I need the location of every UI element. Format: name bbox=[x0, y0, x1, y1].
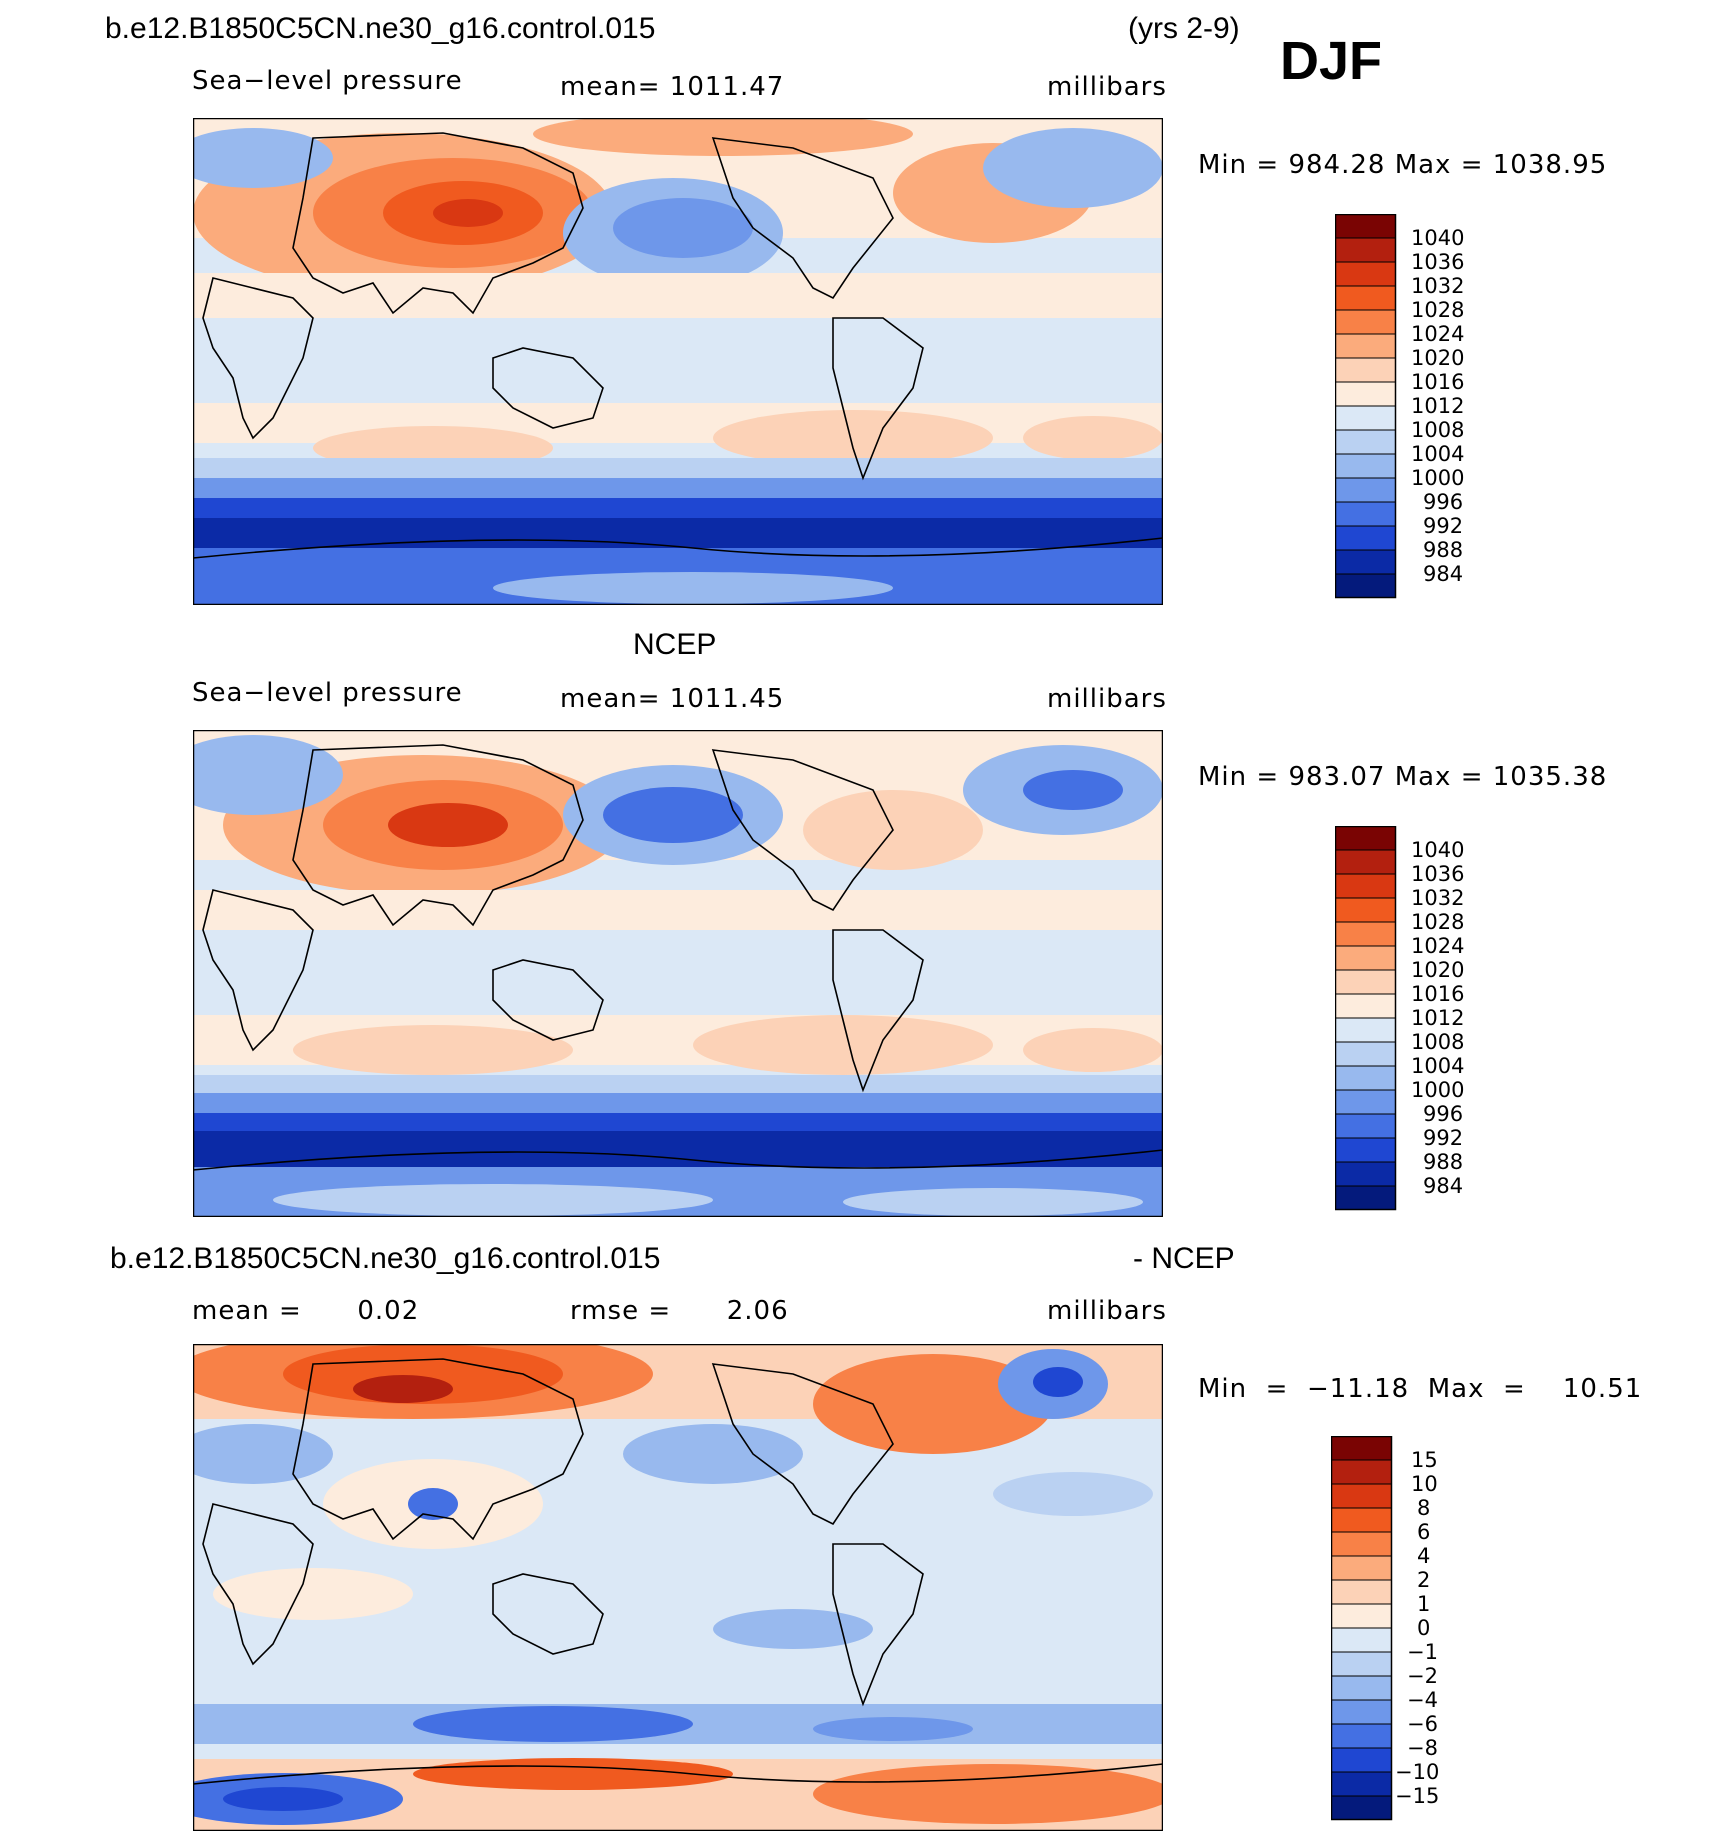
panel1-legend-label: 1008 bbox=[1411, 418, 1465, 442]
panel1-legend-label: 1016 bbox=[1411, 370, 1465, 394]
panel2-legend-label: 1024 bbox=[1411, 934, 1465, 958]
panel3-rmse: rmse = 2.06 bbox=[570, 1296, 789, 1326]
panel1-map bbox=[193, 118, 1163, 605]
panel3-units: millibars bbox=[1047, 1296, 1167, 1326]
panel1-legend-label: 1000 bbox=[1411, 466, 1465, 490]
panel3-legend-label: 6 bbox=[1417, 1520, 1431, 1544]
panel3-title-suffix: - NCEP bbox=[1133, 1242, 1235, 1275]
panel2-minmax: Min = 983.07 Max = 1035.38 bbox=[1198, 762, 1608, 792]
panel1-colorbar: 1040 1036 1032 1028 1024 1020 1016 1012 … bbox=[1334, 213, 1464, 605]
panel2-map bbox=[193, 730, 1163, 1217]
panel3-map bbox=[193, 1344, 1163, 1831]
panel1-units: millibars bbox=[1047, 72, 1167, 102]
panel1-legend-label: 1024 bbox=[1411, 322, 1465, 346]
panel2-legend-label: 996 bbox=[1423, 1102, 1464, 1126]
panel2-variable: Sea−level pressure bbox=[192, 678, 463, 708]
panel1-legend-label: 1036 bbox=[1411, 250, 1465, 274]
season-label: DJF bbox=[1280, 31, 1383, 91]
panel3-legend-label: 0 bbox=[1417, 1616, 1431, 1640]
panel1-minmax: Min = 984.28 Max = 1038.95 bbox=[1198, 150, 1608, 180]
case-title: b.e12.B1850C5CN.ne30_g16.control.015 bbox=[105, 12, 656, 45]
panel2-legend-label: 1016 bbox=[1411, 982, 1465, 1006]
panel2-mean: mean= 1011.45 bbox=[560, 684, 785, 714]
panel1-variable: Sea−level pressure bbox=[192, 66, 463, 96]
panel1-legend-label: 1028 bbox=[1411, 298, 1465, 322]
panel2-legend-label: 1040 bbox=[1411, 838, 1465, 862]
panel1-legend-label: 1032 bbox=[1411, 274, 1465, 298]
panel3-legend-label: 15 bbox=[1411, 1448, 1438, 1472]
panel2-legend-label: 984 bbox=[1423, 1174, 1464, 1198]
panel2-legend-label: 988 bbox=[1423, 1150, 1464, 1174]
panel3-legend-label: 2 bbox=[1417, 1568, 1431, 1592]
panel1-legend-label: 1040 bbox=[1411, 226, 1465, 250]
panel2-legend-label: 1008 bbox=[1411, 1030, 1465, 1054]
panel1-legend-label: 1004 bbox=[1411, 442, 1465, 466]
panel2-legend-label: 1012 bbox=[1411, 1006, 1465, 1030]
panel1-legend-label: 992 bbox=[1423, 514, 1464, 538]
panel3-minmax: Min = −11.18 Max = 10.51 bbox=[1198, 1374, 1643, 1404]
panel2-legend-label: 1036 bbox=[1411, 862, 1465, 886]
panel2-legend-label: 1004 bbox=[1411, 1054, 1465, 1078]
panel3-legend-label: −10 bbox=[1395, 1760, 1440, 1784]
panel2-title: NCEP bbox=[633, 628, 717, 661]
panel3-legend-label: −6 bbox=[1407, 1712, 1438, 1736]
panel1-legend-label: 988 bbox=[1423, 538, 1464, 562]
panel2-colorbar: 1040 1036 1032 1028 1024 1020 1016 1012 … bbox=[1334, 825, 1464, 1217]
panel3-legend-label: 8 bbox=[1417, 1496, 1431, 1520]
panel2-legend-label: 1000 bbox=[1411, 1078, 1465, 1102]
panel1-legend-label: 996 bbox=[1423, 490, 1464, 514]
panel1-mean: mean= 1011.47 bbox=[560, 72, 785, 102]
panel3-legend-label: −15 bbox=[1395, 1784, 1440, 1808]
panel3-legend-label: −8 bbox=[1407, 1736, 1438, 1760]
panel2-legend-label: 1032 bbox=[1411, 886, 1465, 910]
panel3-legend-label: 4 bbox=[1417, 1544, 1431, 1568]
panel2-legend-label: 992 bbox=[1423, 1126, 1464, 1150]
years-label: (yrs 2-9) bbox=[1128, 12, 1240, 45]
panel3-colorbar: 15 10 8 6 4 2 1 0 −1 −2 −4 −6 −8 −10 −15 bbox=[1330, 1435, 1439, 1827]
panel2-units: millibars bbox=[1047, 684, 1167, 714]
panel1-legend-label: 1020 bbox=[1411, 346, 1465, 370]
panel1-legend-label: 984 bbox=[1423, 562, 1464, 586]
panel3-legend-label: −2 bbox=[1407, 1664, 1438, 1688]
panel2-legend-label: 1020 bbox=[1411, 958, 1465, 982]
panel2-legend-label: 1028 bbox=[1411, 910, 1465, 934]
panel3-legend-label: 10 bbox=[1411, 1472, 1438, 1496]
panel3-mean: mean = 0.02 bbox=[192, 1296, 420, 1326]
panel1-legend-label: 1012 bbox=[1411, 394, 1465, 418]
panel3-legend-label: 1 bbox=[1417, 1592, 1431, 1616]
panel3-legend-label: −1 bbox=[1407, 1640, 1438, 1664]
panel3-title: b.e12.B1850C5CN.ne30_g16.control.015 bbox=[110, 1242, 661, 1275]
panel3-legend-label: −4 bbox=[1407, 1688, 1438, 1712]
